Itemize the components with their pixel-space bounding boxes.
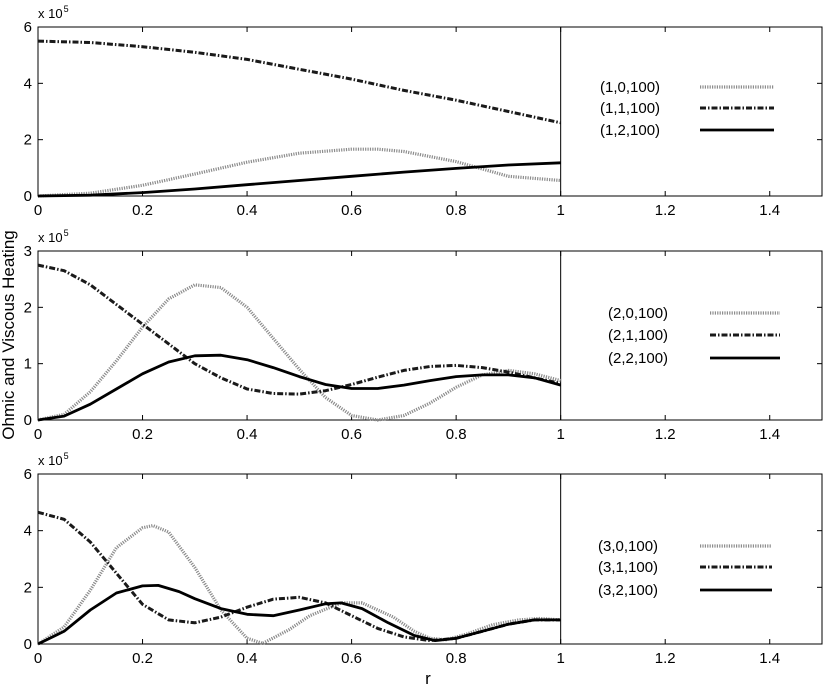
- legend-label: (2,0,100): [608, 305, 668, 322]
- x-tick-label: 0.6: [341, 426, 362, 443]
- x-tick-label: 1.4: [759, 202, 780, 219]
- x-tick-label: 0.6: [341, 650, 362, 667]
- y-tick-label: 4: [24, 523, 32, 540]
- legend-label: (1,0,100): [600, 79, 660, 96]
- chart-panels: 0 0.2 0.4 0.6 0.8 1 1.2 1.4 0 2 4 6 x 105 (1,0,100) (1…: [24, 4, 823, 667]
- x-tick-label: 1.4: [759, 426, 780, 443]
- x-tick-label: 0: [34, 426, 42, 443]
- series-line-3: [37, 584, 561, 646]
- series-line-2: [37, 510, 561, 643]
- chart-panel-1: 0 0.2 0.4 0.6 0.8 1 1.2 1.4 0 2 4 6 x 105 (1,0,100) (1…: [24, 4, 823, 219]
- series-line-3: [37, 353, 562, 422]
- y-multiplier-label: x 105: [38, 4, 69, 21]
- legend-label: (3,0,100): [598, 538, 658, 555]
- x-tick-label: 1.2: [655, 650, 676, 667]
- x-tick-label: 0.2: [132, 426, 153, 443]
- series-line-3: [37, 161, 561, 198]
- x-tick-label: 0.8: [446, 426, 467, 443]
- legend-label: (1,2,100): [600, 122, 660, 139]
- x-tick-label: 1.2: [655, 426, 676, 443]
- x-axis-title: r: [425, 669, 431, 688]
- y-tick-label: 1: [24, 356, 32, 373]
- y-tick-label: 0: [24, 412, 32, 429]
- y-axis-title: Ohmic and Viscous Heating: [0, 230, 18, 439]
- plot-frame: [37, 250, 823, 421]
- x-tick-label: 0.2: [132, 650, 153, 667]
- legend-label: (2,2,100): [608, 350, 668, 367]
- x-tick-label: 0.4: [237, 650, 258, 667]
- x-tick-label: 0: [34, 202, 42, 219]
- x-tick-label: 1: [556, 650, 564, 667]
- y-tick-label: 0: [24, 636, 32, 653]
- x-tick-label: 1.2: [655, 202, 676, 219]
- legend-label: (3,2,100): [598, 582, 658, 599]
- x-tick-label: 0.4: [237, 426, 258, 443]
- legend-label: (2,1,100): [608, 327, 668, 344]
- series-line-1: [37, 147, 561, 198]
- x-tick-label: 0.8: [446, 650, 467, 667]
- legend-label: (3,1,100): [598, 559, 658, 576]
- y-tick-label: 3: [24, 243, 32, 260]
- y-tick-label: 2: [24, 579, 32, 596]
- x-tick-label: 0: [34, 650, 42, 667]
- y-tick-label: 0: [24, 188, 32, 205]
- x-tick-label: 0.2: [132, 202, 153, 219]
- chart-panel-3: 0 0.2 0.4 0.6 0.8 1 1.2 1.4 0 2 4 6 x 105 (3,0,100) (3…: [24, 451, 823, 667]
- plot-frame: [37, 473, 823, 645]
- y-tick-label: 6: [24, 466, 32, 483]
- x-tick-label: 0.4: [237, 202, 258, 219]
- legend-label: (1,1,100): [600, 100, 660, 117]
- x-tick-label: 0.8: [446, 202, 467, 219]
- y-tick-label: 6: [24, 19, 32, 36]
- x-tick-label: 1: [556, 426, 564, 443]
- x-tick-label: 1.4: [759, 650, 780, 667]
- series-line-1: [37, 283, 562, 422]
- y-multiplier-label: x 105: [38, 451, 69, 468]
- series-line-2: [37, 263, 562, 396]
- plot-frame: [37, 26, 823, 197]
- x-tick-label: 0.6: [341, 202, 362, 219]
- y-multiplier-label: x 105: [38, 228, 69, 245]
- series-line-2: [37, 39, 562, 125]
- series-line-1: [37, 523, 561, 646]
- y-tick-label: 2: [24, 132, 32, 149]
- x-tick-label: 1: [556, 202, 564, 219]
- chart-panel-2: 0 0.2 0.4 0.6 0.8 1 1.2 1.4 0 1 2 3 x 105 (2,0,100) (2…: [24, 228, 823, 443]
- y-tick-label: 4: [24, 75, 32, 92]
- y-tick-label: 2: [24, 299, 32, 316]
